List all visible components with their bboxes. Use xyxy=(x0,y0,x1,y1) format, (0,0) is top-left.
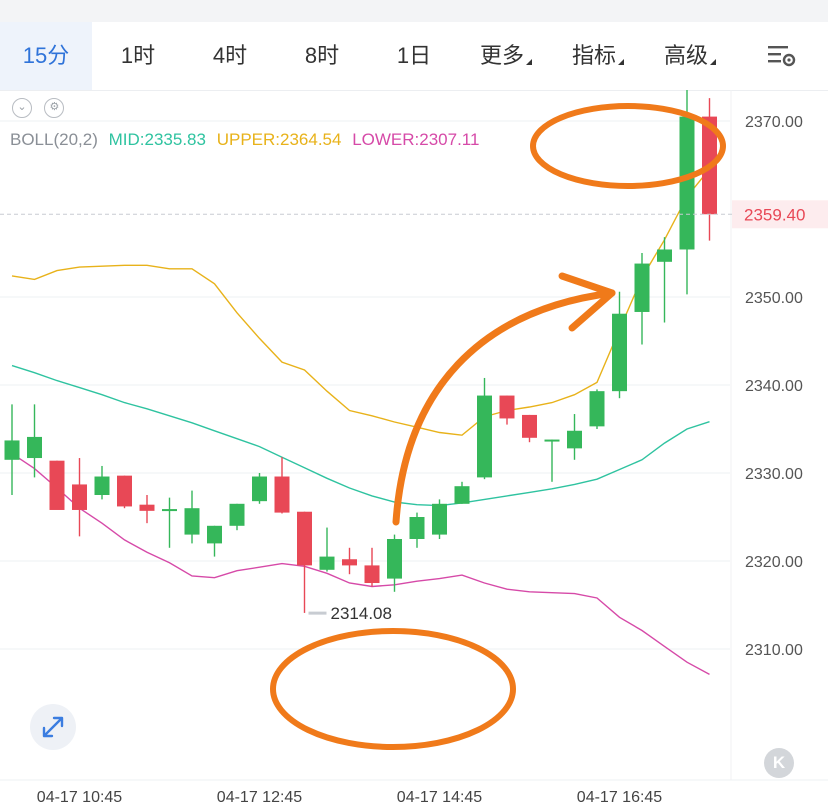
candle-body xyxy=(454,486,470,504)
candle-body xyxy=(657,249,672,262)
tab-4h[interactable]: 4时 xyxy=(184,22,276,90)
chart-overlays: 2359.402376.962314.08 xyxy=(0,200,828,623)
current-price-tag xyxy=(732,200,828,229)
candles xyxy=(4,90,717,613)
low-annotation-ellipse xyxy=(270,628,516,750)
chart-settings-button[interactable] xyxy=(760,36,804,76)
tab-indicators[interactable]: 指标 xyxy=(552,22,644,90)
candle-body xyxy=(499,395,515,419)
timeframe-tab-bar: 15分 1时 4时 8时 1日 更多 指标 高级 xyxy=(0,22,828,91)
y-tick-label: 2320.00 xyxy=(745,554,803,571)
x-tick-label: 04-17 16:45 xyxy=(577,789,663,806)
y-tick-label: 2310.00 xyxy=(745,642,803,659)
candle-body xyxy=(432,503,447,535)
boll-mid-line xyxy=(11,364,710,507)
dropdown-caret-icon xyxy=(618,59,624,65)
boll-upper-line xyxy=(11,168,711,436)
candle-body xyxy=(4,440,20,460)
tab-label: 15分 xyxy=(22,43,70,68)
candle-body xyxy=(94,476,110,495)
tab-label: 1日 xyxy=(396,43,432,68)
y-tick-label: 2330.00 xyxy=(745,466,803,483)
candle-body xyxy=(522,414,537,438)
dropdown-caret-icon xyxy=(526,59,532,65)
tab-label: 1时 xyxy=(120,43,156,68)
dropdown-caret-icon xyxy=(710,59,716,65)
candle-body xyxy=(477,395,492,478)
boll-upper-value: UPPER:2364.54 xyxy=(216,130,342,149)
candle-body xyxy=(49,460,65,510)
indicator-controls: ⌄ ⚙ xyxy=(12,98,72,118)
candle-body xyxy=(567,430,582,449)
candle-body xyxy=(297,511,312,566)
boll-bands xyxy=(11,168,711,676)
expand-arrows-icon xyxy=(42,716,64,738)
candle-body xyxy=(364,565,380,583)
candle-body xyxy=(72,484,87,510)
candle-body xyxy=(252,476,267,502)
candle-body xyxy=(589,391,605,427)
candle-body xyxy=(544,439,560,442)
expand-button[interactable] xyxy=(30,704,76,750)
candle-body xyxy=(207,525,222,544)
candle-body xyxy=(679,116,695,250)
tab-advanced[interactable]: 高级 xyxy=(644,22,736,90)
tab-label: 高级 xyxy=(663,43,708,68)
candle-body xyxy=(229,503,245,526)
tab-1h[interactable]: 1时 xyxy=(92,22,184,90)
boll-lower-value: LOWER:2307.11 xyxy=(352,130,480,149)
tab-8h[interactable]: 8时 xyxy=(276,22,368,90)
tab-label: 4时 xyxy=(212,43,248,68)
candle-body xyxy=(274,476,290,513)
y-tick-label: 2340.00 xyxy=(745,378,803,395)
boll-lower-line xyxy=(11,453,710,676)
x-tick-label: 04-17 12:45 xyxy=(217,789,303,806)
candle-body xyxy=(409,517,425,539)
annotations xyxy=(270,103,726,750)
grid-lines: 2370.00 2350.00 2340.00 2330.00 2320.00 2310.… xyxy=(0,90,828,806)
k-button[interactable]: K xyxy=(764,748,794,778)
boll-legend: BOLL(20,2) MID:2335.83 UPPER:2364.54 LOW… xyxy=(10,130,485,150)
x-tick-label: 04-17 14:45 xyxy=(397,789,483,806)
low-price-label: 2314.08 xyxy=(331,604,392,623)
candle-body xyxy=(184,508,200,535)
tab-label: 指标 xyxy=(571,43,616,68)
candle-body xyxy=(27,436,42,459)
tab-label: 8时 xyxy=(304,43,340,68)
tab-15min[interactable]: 15分 xyxy=(0,22,92,90)
candle-body xyxy=(139,504,155,511)
trend-arrow-shaft xyxy=(392,289,616,526)
chevron-down-icon[interactable]: ⌄ xyxy=(12,98,32,118)
candle-body xyxy=(319,556,335,570)
candle-body xyxy=(612,313,627,392)
trend-arrow-head xyxy=(558,272,616,332)
boll-mid-value: MID:2335.83 xyxy=(108,130,206,149)
chart-settings-icon xyxy=(768,46,796,67)
k-label: K xyxy=(772,753,786,772)
candle-body xyxy=(117,475,132,507)
tab-more[interactable]: 更多 xyxy=(460,22,552,90)
boll-name: BOLL(20,2) xyxy=(10,130,98,149)
candle-body xyxy=(342,559,357,566)
gear-icon[interactable]: ⚙ xyxy=(44,98,65,118)
candle-body xyxy=(387,539,402,579)
tab-1d[interactable]: 1日 xyxy=(368,22,460,90)
candle-body xyxy=(634,263,650,312)
current-price-label: 2359.40 xyxy=(744,205,805,224)
candlestick-chart[interactable]: 2370.00 2350.00 2340.00 2330.00 2320.00 2310.… xyxy=(0,90,828,812)
x-tick-label: 04-17 10:45 xyxy=(37,789,123,806)
y-tick-label: 2370.00 xyxy=(745,114,803,131)
candle-body xyxy=(162,509,177,512)
high-annotation-ellipse xyxy=(530,103,726,189)
top-status-strip xyxy=(0,0,828,22)
tab-label: 更多 xyxy=(479,43,524,68)
y-tick-label: 2350.00 xyxy=(745,290,803,307)
